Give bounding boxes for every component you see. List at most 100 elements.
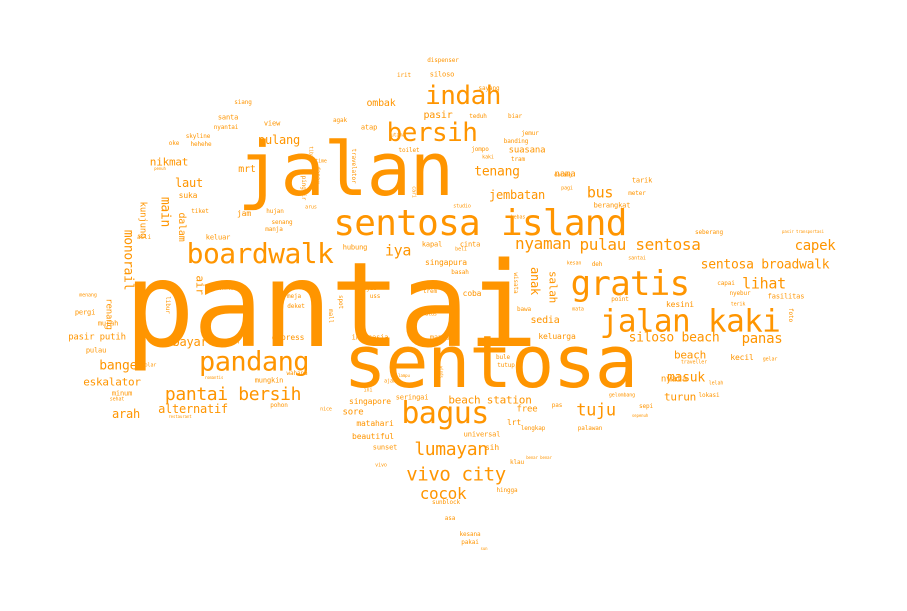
- word-eskalator: eskalator: [83, 375, 141, 389]
- word-deh: deh: [591, 261, 603, 268]
- word-capek: capek: [794, 238, 836, 254]
- word-salah: salah: [546, 270, 560, 304]
- word-tarik: tarik: [631, 176, 653, 185]
- word-kaki: kaki: [482, 154, 494, 161]
- word-laut: laut: [175, 176, 203, 190]
- word-express: express: [271, 333, 305, 342]
- word-seringai: seringai: [395, 393, 429, 402]
- word-bersih: bersih: [386, 118, 478, 148]
- word-dalam: dalam: [176, 212, 187, 242]
- word-seberang: seberang: [695, 229, 723, 236]
- word-utama: utama: [390, 132, 406, 139]
- word-pantai: pantai: [123, 236, 538, 374]
- word-nyantai: nyantai: [213, 124, 239, 131]
- word-pergi: pergi: [74, 308, 96, 317]
- word-winds: winds: [439, 366, 444, 378]
- word-jam: jam: [237, 209, 251, 218]
- word-uss: uss: [369, 293, 381, 300]
- word-nikmat: nikmat: [149, 155, 189, 169]
- word-wisata: wisata: [512, 272, 519, 294]
- word-penuh: penuh: [154, 166, 166, 171]
- word-sunblock: sunblock: [432, 499, 460, 506]
- word-irit: irit: [397, 72, 411, 79]
- word-bebas: bebas: [510, 214, 526, 221]
- word-main: main: [157, 196, 173, 228]
- word-dolar: dolar: [141, 362, 157, 369]
- word-atap: atap: [360, 123, 378, 132]
- word-pasir: pasir: [423, 110, 453, 121]
- word-suasana: suasana: [508, 145, 546, 156]
- word-nyebur: nyebur: [729, 290, 751, 297]
- word-murah: murah: [97, 319, 119, 328]
- word-asa: asa: [444, 515, 456, 522]
- word-skyline: skyline: [185, 133, 211, 140]
- word-lengkap: lengkap: [520, 425, 546, 432]
- word-hehehe: hehehe: [190, 141, 212, 148]
- word-tuju: tuju: [576, 400, 616, 421]
- word-sedia: sedia: [530, 315, 560, 326]
- word-mrt: mrt: [238, 164, 256, 175]
- word-sentosa-broadwalk: sentosa broadwalk: [700, 257, 830, 273]
- word-meter: meter: [628, 190, 646, 197]
- word-matahari: matahari: [356, 419, 394, 428]
- word-studio: studio: [453, 203, 471, 210]
- word-cocok: cocok: [419, 484, 467, 503]
- word-cari: cari: [410, 186, 417, 198]
- word-arah: arah: [112, 407, 140, 421]
- word-mata: mata: [572, 306, 584, 313]
- word-pinggir: pinggir: [300, 175, 307, 201]
- word-masuk: masuk: [667, 370, 705, 386]
- word-renang: renang: [103, 298, 114, 330]
- word-bus: bus: [586, 183, 614, 202]
- word-minum: minum: [111, 389, 133, 398]
- word-menang: menang: [79, 292, 97, 299]
- word-meja: meja: [287, 293, 301, 300]
- word-travelator: travelator: [350, 148, 357, 184]
- word-anak: anak: [528, 267, 542, 295]
- word-teknik: teknik: [219, 286, 233, 291]
- word-deket: deket: [287, 303, 305, 310]
- word-nama: nama: [554, 169, 576, 180]
- word-oke: oke: [168, 140, 180, 147]
- word-pantai-bersih: pantai bersih: [164, 384, 302, 405]
- word-ajak: ajak: [384, 378, 396, 385]
- word-foto: foto: [787, 308, 794, 322]
- word-keluarga: keluarga: [538, 332, 576, 341]
- word-palawan: palawan: [577, 425, 603, 432]
- word-view: view: [263, 119, 281, 128]
- word-capai: capai: [717, 280, 735, 287]
- word-sayang: sayang: [478, 85, 500, 92]
- word-tiba: tiba: [307, 146, 314, 158]
- word-sentosa: sentosa: [343, 320, 638, 404]
- word-sepi: sepi: [639, 403, 653, 410]
- word-point: point: [611, 296, 629, 303]
- word-beach: beach: [673, 348, 707, 362]
- word-beautiful: beautiful: [352, 432, 394, 441]
- word-dispenser: dispenser: [427, 57, 459, 64]
- word-jemur: jemur: [521, 130, 539, 137]
- word-basah: basah: [451, 269, 469, 276]
- word-sih: sih: [485, 443, 499, 452]
- word-pulau: pulau: [85, 346, 107, 355]
- word-cinta: cinta: [459, 240, 481, 249]
- word-danau: danau: [314, 166, 321, 184]
- word-sentosa-island: sentosa island: [333, 203, 627, 244]
- word-teduh: teduh: [469, 113, 487, 120]
- word-nyata: nyata: [660, 374, 688, 385]
- word-monorail: monorail: [120, 229, 136, 291]
- word-panas: panas: [741, 331, 783, 347]
- word-gratis: gratis: [570, 264, 690, 304]
- word-indonesia: indonesia: [351, 333, 389, 342]
- word-ombak: ombak: [366, 98, 396, 109]
- word-pandang: pandang: [198, 346, 310, 378]
- word-traveller: traveller: [680, 359, 708, 366]
- word-hingga: hingga: [496, 487, 518, 494]
- word-tutup: tutup: [497, 362, 515, 369]
- word-hubung: hubung: [342, 243, 368, 252]
- word-nyaman: nyaman: [515, 234, 571, 253]
- word-lampu: lampu: [398, 373, 410, 378]
- word-wahana: wahana: [286, 370, 308, 377]
- word-singapura: singapura: [425, 258, 467, 267]
- word-biar: biar: [508, 113, 522, 120]
